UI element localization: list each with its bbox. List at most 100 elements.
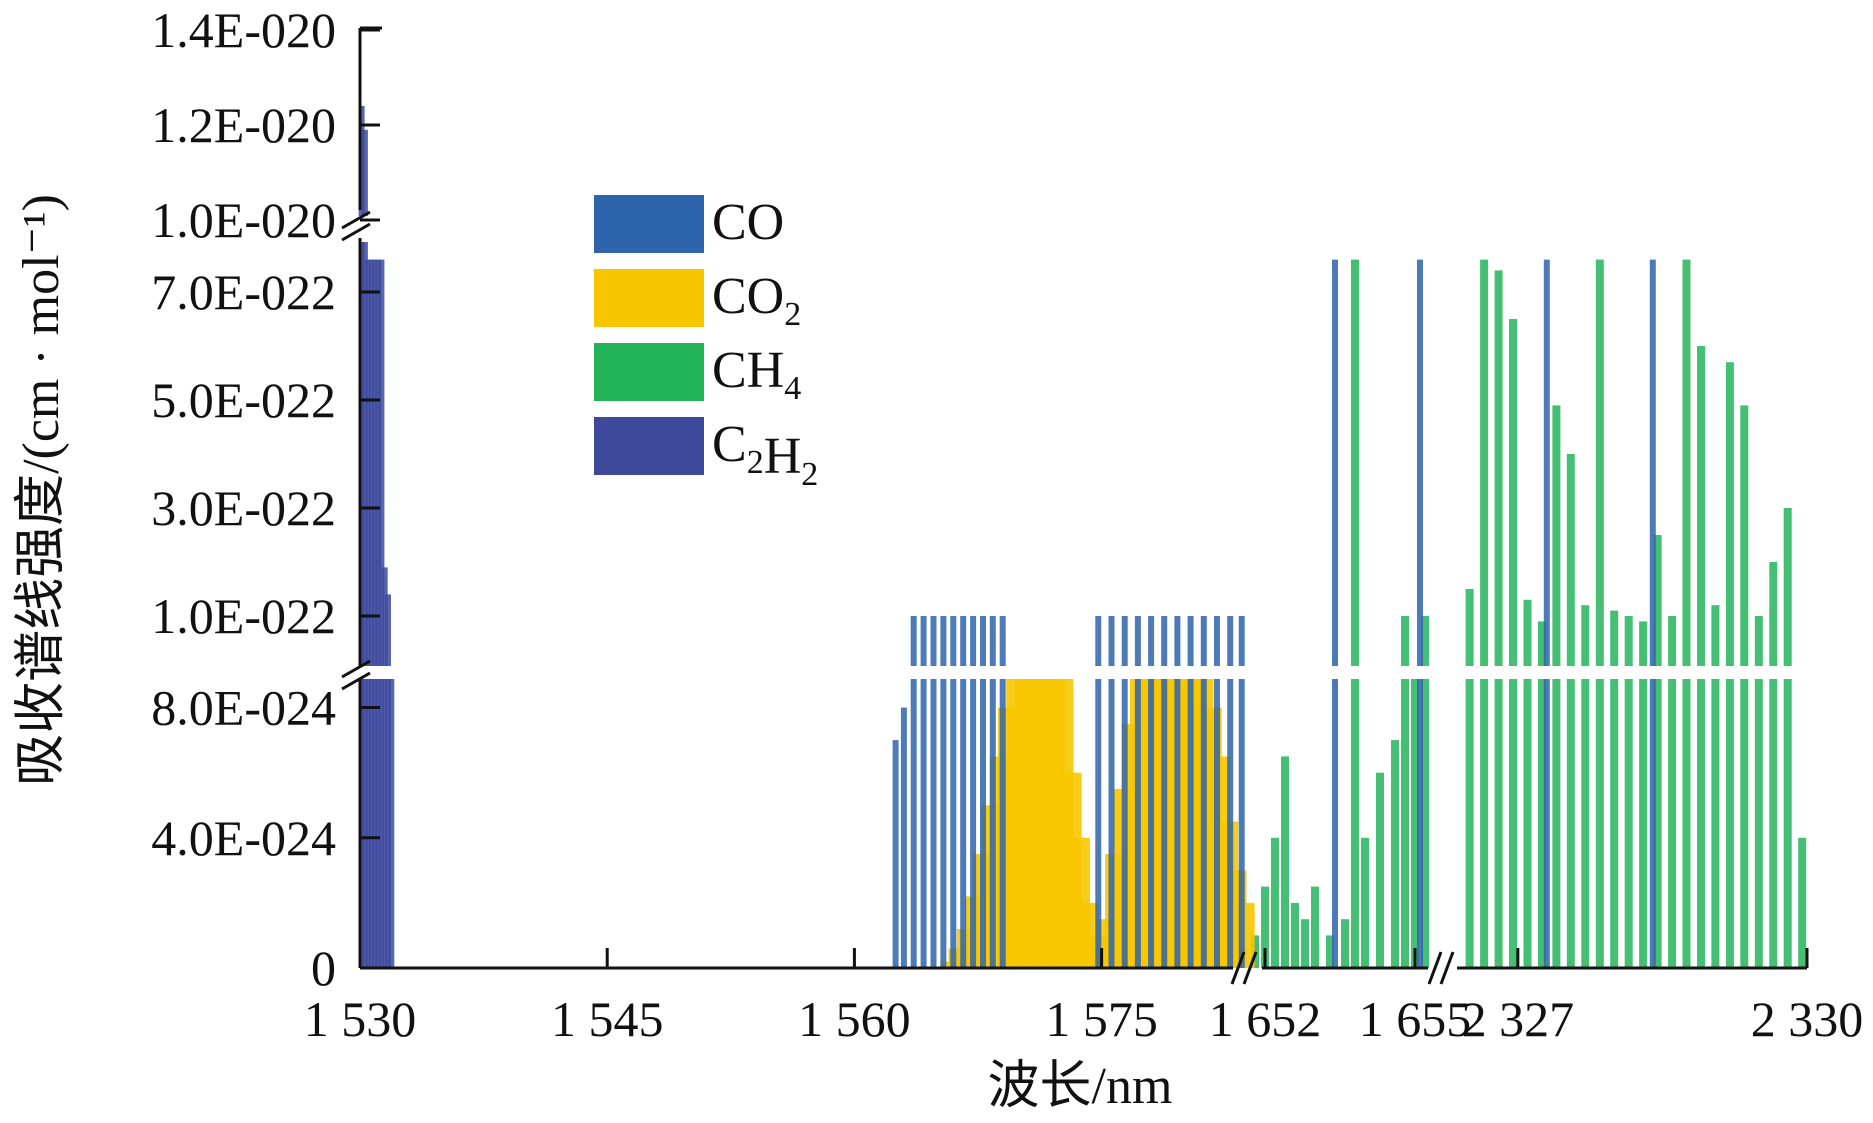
bar-c2h2-7	[381, 567, 388, 968]
bar-ch4-5	[1301, 919, 1309, 968]
x-tick-label-2: 1 560	[798, 991, 911, 1047]
y-break-mark-1-b	[341, 671, 371, 691]
bar-ch4-1	[1261, 886, 1269, 968]
bar-co-6	[950, 616, 957, 968]
bar-ch4-10	[1361, 837, 1369, 968]
legend-swatch-1	[594, 269, 704, 327]
y-tick-label-5: 5.0E-022	[151, 372, 336, 428]
y-tick-label-4: 3.0E-022	[151, 480, 336, 536]
bar-co-1	[900, 707, 907, 968]
bar-co-22	[1227, 616, 1234, 968]
bar-ch4-3	[1281, 756, 1289, 968]
legend-label-0: CO	[712, 194, 784, 251]
bar-co-9	[980, 616, 986, 968]
bar-co-26	[1543, 259, 1550, 969]
x-axis-title: 波长/nm	[988, 1058, 1173, 1115]
bar-ch4-39	[1798, 837, 1807, 968]
bar-ch4-9	[1351, 259, 1359, 969]
bar-ch4-23	[1566, 454, 1575, 968]
bar-ch4-22	[1552, 405, 1561, 968]
legend-label-3: C2H2	[712, 416, 818, 493]
bar-co-12	[1095, 616, 1102, 968]
bar-ch4-31	[1682, 259, 1691, 969]
x-tick-label-1: 1 545	[551, 991, 664, 1047]
y-tick-label-9: 1.4E-020	[151, 2, 336, 58]
tick-labels-layer: 0 4.0E-024 8.0E-024 1.0E-022 3.0E-022 5.0E-02…	[151, 2, 1863, 1047]
bar-co-25	[1417, 259, 1423, 969]
legend-swatch-0	[594, 195, 704, 253]
bar-c2h2-9	[388, 675, 395, 968]
bar-ch4-8	[1341, 919, 1349, 968]
y-tick-label-7: 1.0E-020	[151, 192, 336, 248]
bar-co-10	[989, 616, 996, 968]
y-tick-label-2: 8.0E-024	[151, 680, 336, 736]
bar-co-19	[1187, 616, 1194, 968]
bar-ch4-17	[1480, 259, 1489, 969]
y-tick-label-6: 7.0E-022	[151, 264, 336, 320]
x-tick-label-0: 1 530	[304, 991, 417, 1047]
bar-ch4-28	[1639, 621, 1648, 968]
bar-co-11	[999, 616, 1006, 968]
bar-co-4	[930, 616, 937, 968]
bar-ch4-34	[1725, 362, 1734, 968]
y-tick-label-8: 1.2E-020	[151, 97, 336, 153]
bar-c2h2-3	[368, 259, 375, 969]
y-tick-label-1: 4.0E-024	[151, 810, 336, 866]
bar-co-18	[1174, 616, 1181, 968]
x-break-mark-0-a	[1230, 951, 1246, 985]
x-break-mark-1-a	[1427, 951, 1443, 985]
legend-swatch-2	[594, 343, 704, 401]
x-tick-label-5: 1 655	[1359, 991, 1472, 1047]
y-break-gap-1	[356, 216, 1811, 242]
bar-ch4-25	[1595, 259, 1604, 969]
bar-ch4-18	[1494, 270, 1503, 968]
bar-co-3	[920, 616, 927, 968]
y-tick-label-0: 0	[311, 940, 336, 996]
x-tick-label-4: 1 652	[1209, 991, 1322, 1047]
bar-ch4-30	[1668, 616, 1677, 968]
bar-co-7	[960, 616, 967, 968]
bar-co-23	[1238, 616, 1245, 968]
bar-ch4-20	[1523, 599, 1532, 968]
bar-ch4-19	[1509, 319, 1517, 968]
bar-co-17	[1161, 616, 1168, 968]
bar-c2h2-5	[375, 259, 382, 969]
bar-c2h2-4	[371, 259, 378, 969]
legend: CO CO2 CH4 C2H2	[594, 194, 818, 493]
legend-label-1: CO2	[712, 268, 801, 333]
bar-ch4-33	[1711, 605, 1720, 968]
bar-ch4-15	[1421, 616, 1429, 968]
bar-ch4-2	[1271, 837, 1279, 968]
bar-ch4-26	[1610, 610, 1619, 968]
bar-c2h2-8	[385, 594, 391, 968]
bar-ch4-38	[1783, 508, 1792, 968]
y-break-mark-1-a	[341, 659, 371, 679]
bar-co-0	[892, 740, 899, 968]
y-break-mark-0-b	[341, 222, 371, 242]
bar-ch4-11	[1376, 772, 1384, 968]
bar-co-5	[940, 616, 947, 968]
bar-co-8	[970, 616, 977, 968]
x-break-mark-1-b	[1439, 951, 1455, 985]
bar-co-2	[910, 616, 917, 968]
bar-ch4-24	[1581, 605, 1590, 968]
bar-c2h2-1	[361, 129, 368, 969]
y-tick-label-3: 1.0E-022	[151, 588, 336, 644]
bar-co-21	[1214, 616, 1220, 968]
x-tick-label-3: 1 575	[1045, 991, 1158, 1047]
bar-co-27	[1649, 259, 1656, 969]
bar-c2h2-0	[358, 106, 365, 968]
axes-layer	[341, 26, 1809, 985]
bar-co-13	[1108, 616, 1115, 968]
bar-co-15	[1134, 616, 1141, 968]
bar-ch4-7	[1326, 935, 1334, 968]
bars-layer	[356, 106, 1811, 969]
x-tick-label-6: 2 327	[1462, 991, 1575, 1047]
bar-ch4-14	[1411, 675, 1419, 968]
y-break-gap-0	[356, 666, 1811, 679]
bar-co-14	[1121, 616, 1128, 968]
bar-co-24	[1332, 259, 1338, 969]
bar-co-20	[1200, 616, 1207, 968]
bar-ch4-12	[1391, 740, 1399, 968]
